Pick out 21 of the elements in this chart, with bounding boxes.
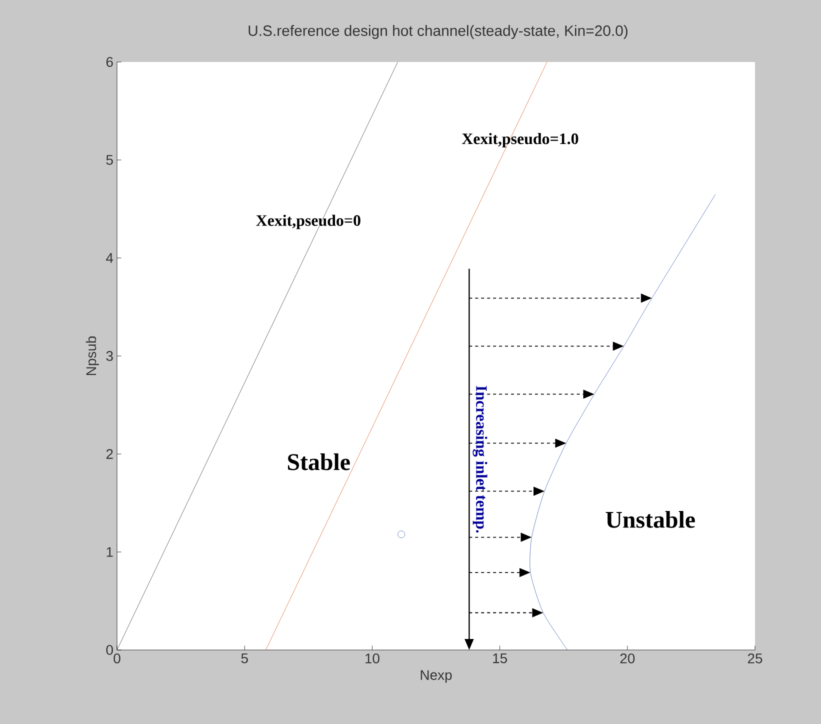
y-tick-label: 4: [106, 253, 114, 263]
y-tick-label: 0: [106, 645, 113, 655]
y-tick-label: 6: [106, 57, 113, 67]
ref-line-label: Increasing inlet temp.: [472, 386, 488, 533]
x-tick-label: 0: [114, 653, 120, 664]
y-tick-label: 2: [106, 449, 113, 459]
x-tick-label: 5: [241, 654, 248, 664]
x-tick-label: 10: [366, 653, 380, 664]
x-tick-label: 15: [493, 654, 507, 664]
chart-title: U.S.reference design hot channel(steady-state, Kin=20.0): [248, 25, 628, 39]
x-axis-title: Nexp: [420, 670, 452, 683]
y-axis-title: Npsub: [86, 336, 99, 375]
annotation: Xexit,pseudo=1.0: [462, 132, 578, 148]
annotation: Stable: [288, 453, 350, 470]
x-tick-label: 20: [620, 653, 635, 664]
y-tick-label: 3: [106, 351, 113, 361]
x-tick-label: 25: [748, 653, 762, 664]
annotation: Xexit,pseudo=0: [256, 214, 360, 230]
y-tick-label: 5: [106, 155, 113, 165]
annotation: Unstable: [606, 511, 695, 528]
y-tick-label: 1: [106, 547, 113, 557]
